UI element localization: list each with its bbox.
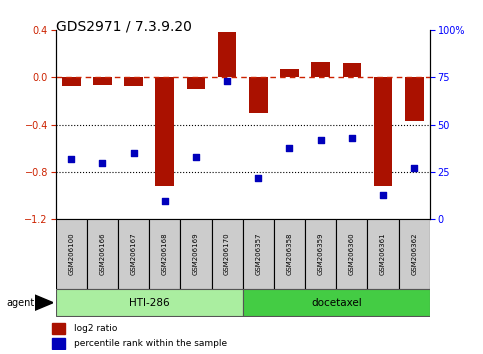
Bar — [212, 219, 242, 289]
Bar — [118, 219, 149, 289]
Bar — [274, 219, 305, 289]
Bar — [280, 69, 299, 78]
Bar — [149, 219, 180, 289]
Text: GSM206362: GSM206362 — [411, 233, 417, 275]
Point — [255, 175, 262, 181]
Point — [411, 166, 418, 171]
Polygon shape — [35, 295, 53, 310]
Bar — [305, 219, 336, 289]
Text: GSM206358: GSM206358 — [286, 233, 293, 275]
Text: GSM206170: GSM206170 — [224, 233, 230, 275]
Bar — [180, 219, 212, 289]
Point — [285, 145, 293, 150]
Bar — [52, 338, 65, 349]
Text: agent: agent — [6, 298, 34, 308]
Text: GSM206167: GSM206167 — [130, 233, 137, 275]
Point — [99, 160, 106, 166]
Text: GSM206357: GSM206357 — [256, 233, 261, 275]
Bar — [62, 78, 81, 86]
Text: GSM206360: GSM206360 — [349, 233, 355, 275]
Point — [192, 154, 200, 160]
Bar — [124, 78, 143, 86]
Text: HTI-286: HTI-286 — [129, 298, 170, 308]
Bar — [398, 219, 430, 289]
Bar — [374, 78, 392, 186]
Text: percentile rank within the sample: percentile rank within the sample — [74, 339, 227, 348]
Text: GSM206359: GSM206359 — [318, 233, 324, 275]
Text: docetaxel: docetaxel — [311, 298, 362, 308]
Bar — [56, 289, 242, 316]
Bar — [52, 324, 65, 334]
Bar — [242, 219, 274, 289]
Point — [67, 156, 75, 162]
Bar — [156, 78, 174, 186]
Point — [223, 78, 231, 84]
Point — [379, 192, 387, 198]
Bar — [249, 78, 268, 113]
Text: GDS2971 / 7.3.9.20: GDS2971 / 7.3.9.20 — [56, 19, 191, 34]
Bar — [405, 78, 424, 121]
Text: GSM206168: GSM206168 — [162, 233, 168, 275]
Text: GSM206166: GSM206166 — [99, 233, 105, 275]
Text: GSM206100: GSM206100 — [68, 233, 74, 275]
Text: log2 ratio: log2 ratio — [74, 324, 118, 333]
Bar — [242, 289, 430, 316]
Bar — [93, 78, 112, 85]
Bar — [342, 63, 361, 78]
Bar — [186, 78, 205, 89]
Bar — [312, 62, 330, 78]
Point — [129, 150, 137, 156]
Bar — [218, 33, 237, 78]
Text: GSM206169: GSM206169 — [193, 233, 199, 275]
Bar — [368, 219, 398, 289]
Point — [348, 135, 356, 141]
Bar — [336, 219, 368, 289]
Point — [161, 198, 169, 203]
Bar — [87, 219, 118, 289]
Bar — [56, 219, 87, 289]
Point — [317, 137, 325, 143]
Text: GSM206361: GSM206361 — [380, 233, 386, 275]
